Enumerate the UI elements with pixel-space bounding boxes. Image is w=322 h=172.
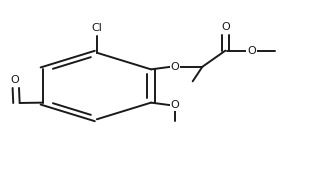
Text: O: O xyxy=(11,75,19,85)
Text: O: O xyxy=(221,22,230,32)
Text: O: O xyxy=(247,46,256,56)
Text: O: O xyxy=(171,100,179,110)
Text: Cl: Cl xyxy=(91,23,102,33)
Text: O: O xyxy=(171,62,179,72)
